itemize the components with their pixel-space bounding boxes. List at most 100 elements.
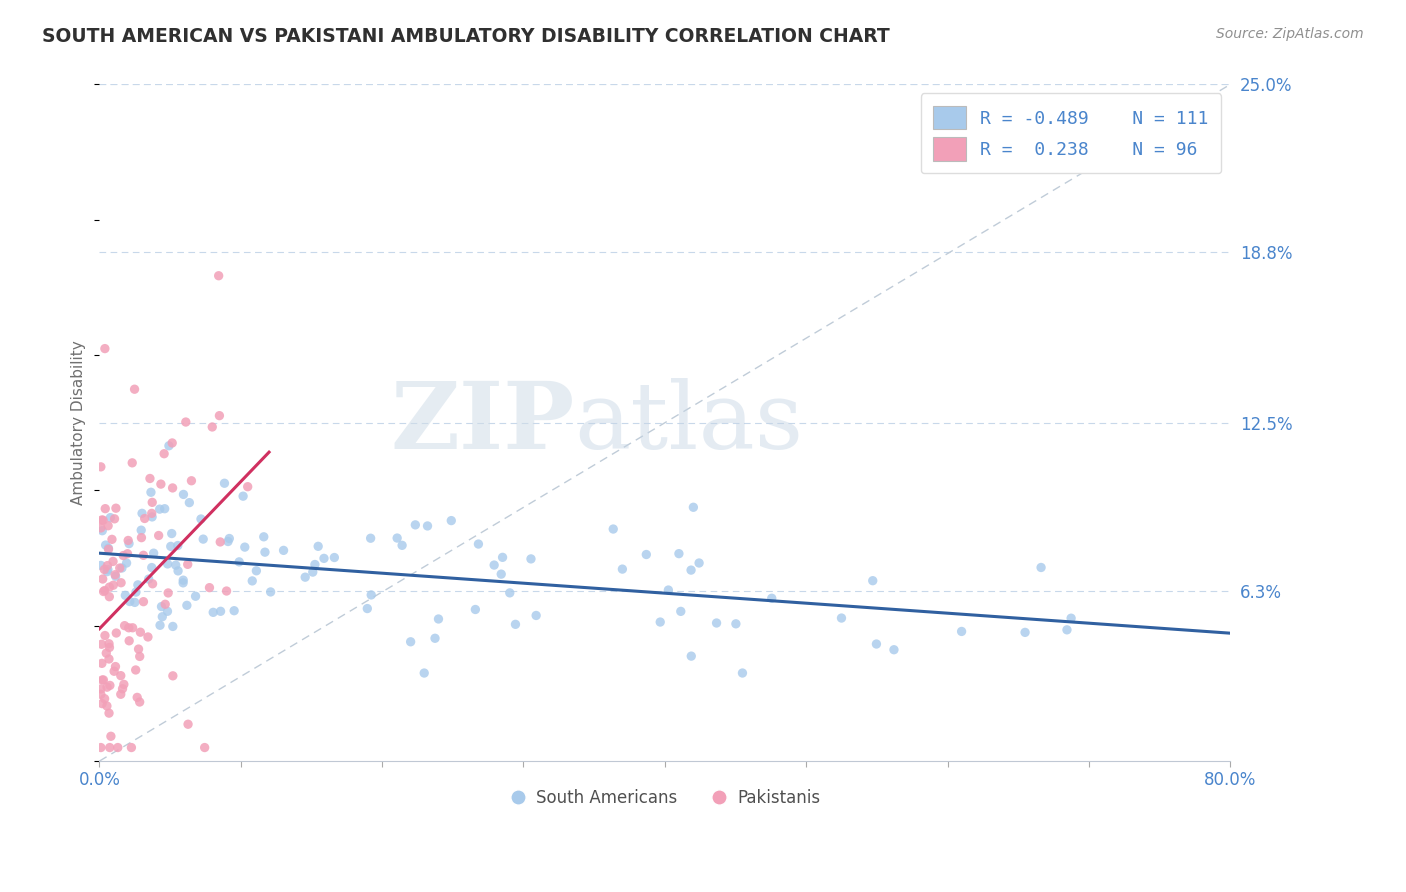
Point: [132, 549, 155, 563]
Point: [194, 740, 217, 755]
Point: [125, 585, 148, 599]
Point: [149, 618, 172, 632]
Point: [101, 554, 124, 568]
Point: [105, 626, 128, 640]
Point: [202, 605, 225, 619]
Point: [385, 531, 408, 545]
Point: [491, 550, 513, 565]
Point: [103, 512, 125, 526]
Point: [259, 585, 281, 599]
Point: [93, 562, 115, 576]
Point: [90, 681, 112, 696]
Point: [110, 687, 132, 701]
Point: [172, 487, 194, 501]
Point: [669, 604, 692, 618]
Point: [273, 543, 295, 558]
Text: SOUTH AMERICAN VS PAKISTANI AMBULATORY DISABILITY CORRELATION CHART: SOUTH AMERICAN VS PAKISTANI AMBULATORY D…: [42, 27, 890, 45]
Point: [150, 599, 173, 614]
Point: [125, 663, 148, 677]
Point: [97, 542, 120, 557]
Point: [172, 573, 194, 587]
Point: [98, 640, 121, 655]
Point: [177, 558, 200, 572]
Point: [141, 510, 163, 524]
Point: [108, 561, 131, 575]
Point: [356, 601, 378, 615]
Point: [208, 268, 231, 283]
Point: [165, 558, 187, 573]
Point: [253, 545, 276, 559]
Point: [174, 415, 197, 429]
Point: [1060, 611, 1083, 625]
Point: [129, 625, 152, 640]
Point: [153, 501, 176, 516]
Point: [115, 556, 138, 570]
Point: [391, 538, 413, 552]
Legend: South Americans, Pakistanis: South Americans, Pakistanis: [503, 782, 827, 814]
Point: [602, 522, 624, 536]
Point: [323, 550, 346, 565]
Point: [198, 581, 221, 595]
Point: [423, 632, 446, 646]
Point: [110, 668, 132, 682]
Point: [482, 558, 505, 572]
Text: ZIP: ZIP: [389, 377, 575, 467]
Point: [312, 551, 335, 566]
Point: [148, 528, 170, 542]
Point: [1029, 560, 1052, 574]
Point: [121, 621, 143, 635]
Point: [96, 646, 118, 660]
Point: [121, 456, 143, 470]
Point: [141, 495, 163, 509]
Point: [657, 582, 679, 597]
Point: [139, 471, 162, 485]
Point: [100, 729, 122, 743]
Point: [103, 578, 125, 592]
Point: [97, 563, 120, 577]
Point: [112, 677, 135, 691]
Point: [101, 533, 124, 547]
Point: [128, 695, 150, 709]
Point: [167, 564, 190, 578]
Point: [499, 586, 522, 600]
Point: [524, 608, 547, 623]
Point: [93, 584, 115, 599]
Point: [104, 501, 127, 516]
Point: [131, 506, 153, 520]
Point: [90, 740, 112, 755]
Point: [91, 524, 114, 538]
Point: [440, 514, 463, 528]
Point: [90, 521, 112, 535]
Point: [110, 575, 132, 590]
Point: [668, 547, 690, 561]
Point: [136, 630, 159, 644]
Point: [209, 604, 232, 618]
Point: [128, 649, 150, 664]
Point: [139, 485, 162, 500]
Point: [304, 558, 326, 572]
Point: [91, 697, 114, 711]
Point: [111, 681, 134, 696]
Point: [90, 459, 112, 474]
Point: [94, 501, 117, 516]
Point: [117, 533, 139, 548]
Point: [97, 541, 120, 556]
Point: [90, 637, 112, 651]
Point: [98, 740, 121, 755]
Point: [404, 517, 426, 532]
Point: [162, 481, 184, 495]
Point: [97, 652, 120, 666]
Point: [177, 717, 200, 731]
Point: [724, 616, 747, 631]
Point: [129, 523, 152, 537]
Point: [682, 500, 704, 515]
Point: [156, 604, 179, 618]
Point: [416, 519, 439, 533]
Point: [141, 507, 163, 521]
Point: [224, 604, 246, 618]
Point: [141, 560, 163, 574]
Point: [215, 584, 238, 599]
Point: [218, 532, 240, 546]
Point: [114, 588, 136, 602]
Point: [127, 578, 149, 592]
